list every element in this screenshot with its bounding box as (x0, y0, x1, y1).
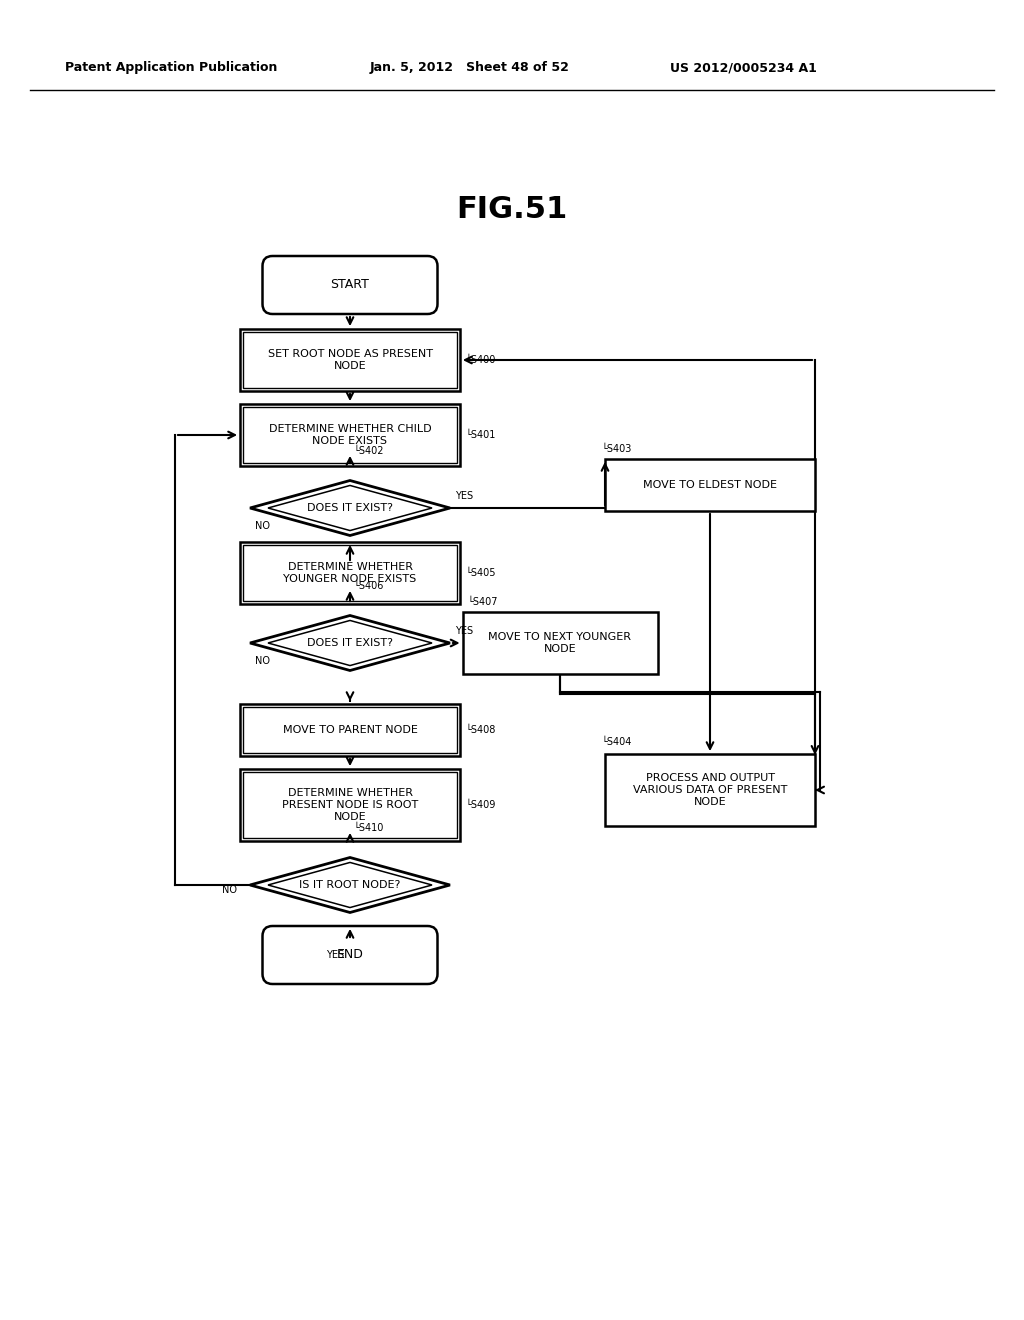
Text: DOES IT EXIST?: DOES IT EXIST? (307, 503, 393, 513)
FancyBboxPatch shape (262, 927, 437, 983)
Text: └S403: └S403 (602, 444, 633, 454)
Text: DETERMINE WHETHER CHILD
NODE EXISTS: DETERMINE WHETHER CHILD NODE EXISTS (268, 424, 431, 446)
Text: START: START (331, 279, 370, 292)
Text: Jan. 5, 2012   Sheet 48 of 52: Jan. 5, 2012 Sheet 48 of 52 (370, 62, 570, 74)
FancyBboxPatch shape (240, 770, 460, 841)
Text: YES: YES (326, 950, 344, 960)
Polygon shape (250, 480, 450, 536)
FancyBboxPatch shape (243, 545, 457, 601)
Text: └S404: └S404 (602, 737, 633, 747)
Text: SET ROOT NODE AS PRESENT
NODE: SET ROOT NODE AS PRESENT NODE (267, 350, 432, 371)
Text: └S402: └S402 (353, 446, 384, 455)
Text: └S400: └S400 (465, 355, 496, 366)
Text: MOVE TO NEXT YOUNGER
NODE: MOVE TO NEXT YOUNGER NODE (488, 632, 632, 653)
Text: MOVE TO PARENT NODE: MOVE TO PARENT NODE (283, 725, 418, 735)
FancyBboxPatch shape (243, 333, 457, 388)
Polygon shape (268, 862, 432, 908)
Text: US 2012/0005234 A1: US 2012/0005234 A1 (670, 62, 817, 74)
Text: └S401: └S401 (465, 430, 496, 440)
Text: YES: YES (455, 491, 473, 502)
Text: └S406: └S406 (353, 581, 383, 591)
Text: DOES IT EXIST?: DOES IT EXIST? (307, 638, 393, 648)
Text: END: END (337, 949, 364, 961)
FancyBboxPatch shape (463, 612, 657, 675)
Text: └S408: └S408 (465, 725, 496, 735)
Text: DETERMINE WHETHER
PRESENT NODE IS ROOT
NODE: DETERMINE WHETHER PRESENT NODE IS ROOT N… (282, 788, 418, 821)
Polygon shape (250, 615, 450, 671)
FancyBboxPatch shape (240, 543, 460, 605)
Text: IS IT ROOT NODE?: IS IT ROOT NODE? (299, 880, 400, 890)
Text: FIG.51: FIG.51 (457, 195, 567, 224)
FancyBboxPatch shape (240, 704, 460, 756)
FancyBboxPatch shape (605, 459, 815, 511)
Text: NO: NO (222, 884, 237, 895)
FancyBboxPatch shape (605, 754, 815, 826)
Text: └S410: └S410 (353, 822, 383, 833)
Text: NO: NO (255, 656, 270, 667)
Text: └S409: └S409 (465, 800, 496, 810)
FancyBboxPatch shape (243, 772, 457, 838)
Text: YES: YES (455, 626, 473, 636)
FancyBboxPatch shape (243, 708, 457, 752)
Text: DETERMINE WHETHER
YOUNGER NODE EXISTS: DETERMINE WHETHER YOUNGER NODE EXISTS (284, 562, 417, 583)
Polygon shape (268, 486, 432, 531)
Text: Patent Application Publication: Patent Application Publication (65, 62, 278, 74)
FancyBboxPatch shape (240, 329, 460, 391)
Text: NO: NO (255, 521, 270, 531)
Text: └S405: └S405 (465, 568, 496, 578)
FancyBboxPatch shape (262, 256, 437, 314)
Polygon shape (268, 620, 432, 665)
Polygon shape (250, 858, 450, 912)
Text: └S407: └S407 (468, 597, 498, 607)
Text: PROCESS AND OUTPUT
VARIOUS DATA OF PRESENT
NODE: PROCESS AND OUTPUT VARIOUS DATA OF PRESE… (633, 774, 787, 807)
FancyBboxPatch shape (243, 407, 457, 463)
FancyBboxPatch shape (240, 404, 460, 466)
Text: MOVE TO ELDEST NODE: MOVE TO ELDEST NODE (643, 480, 777, 490)
